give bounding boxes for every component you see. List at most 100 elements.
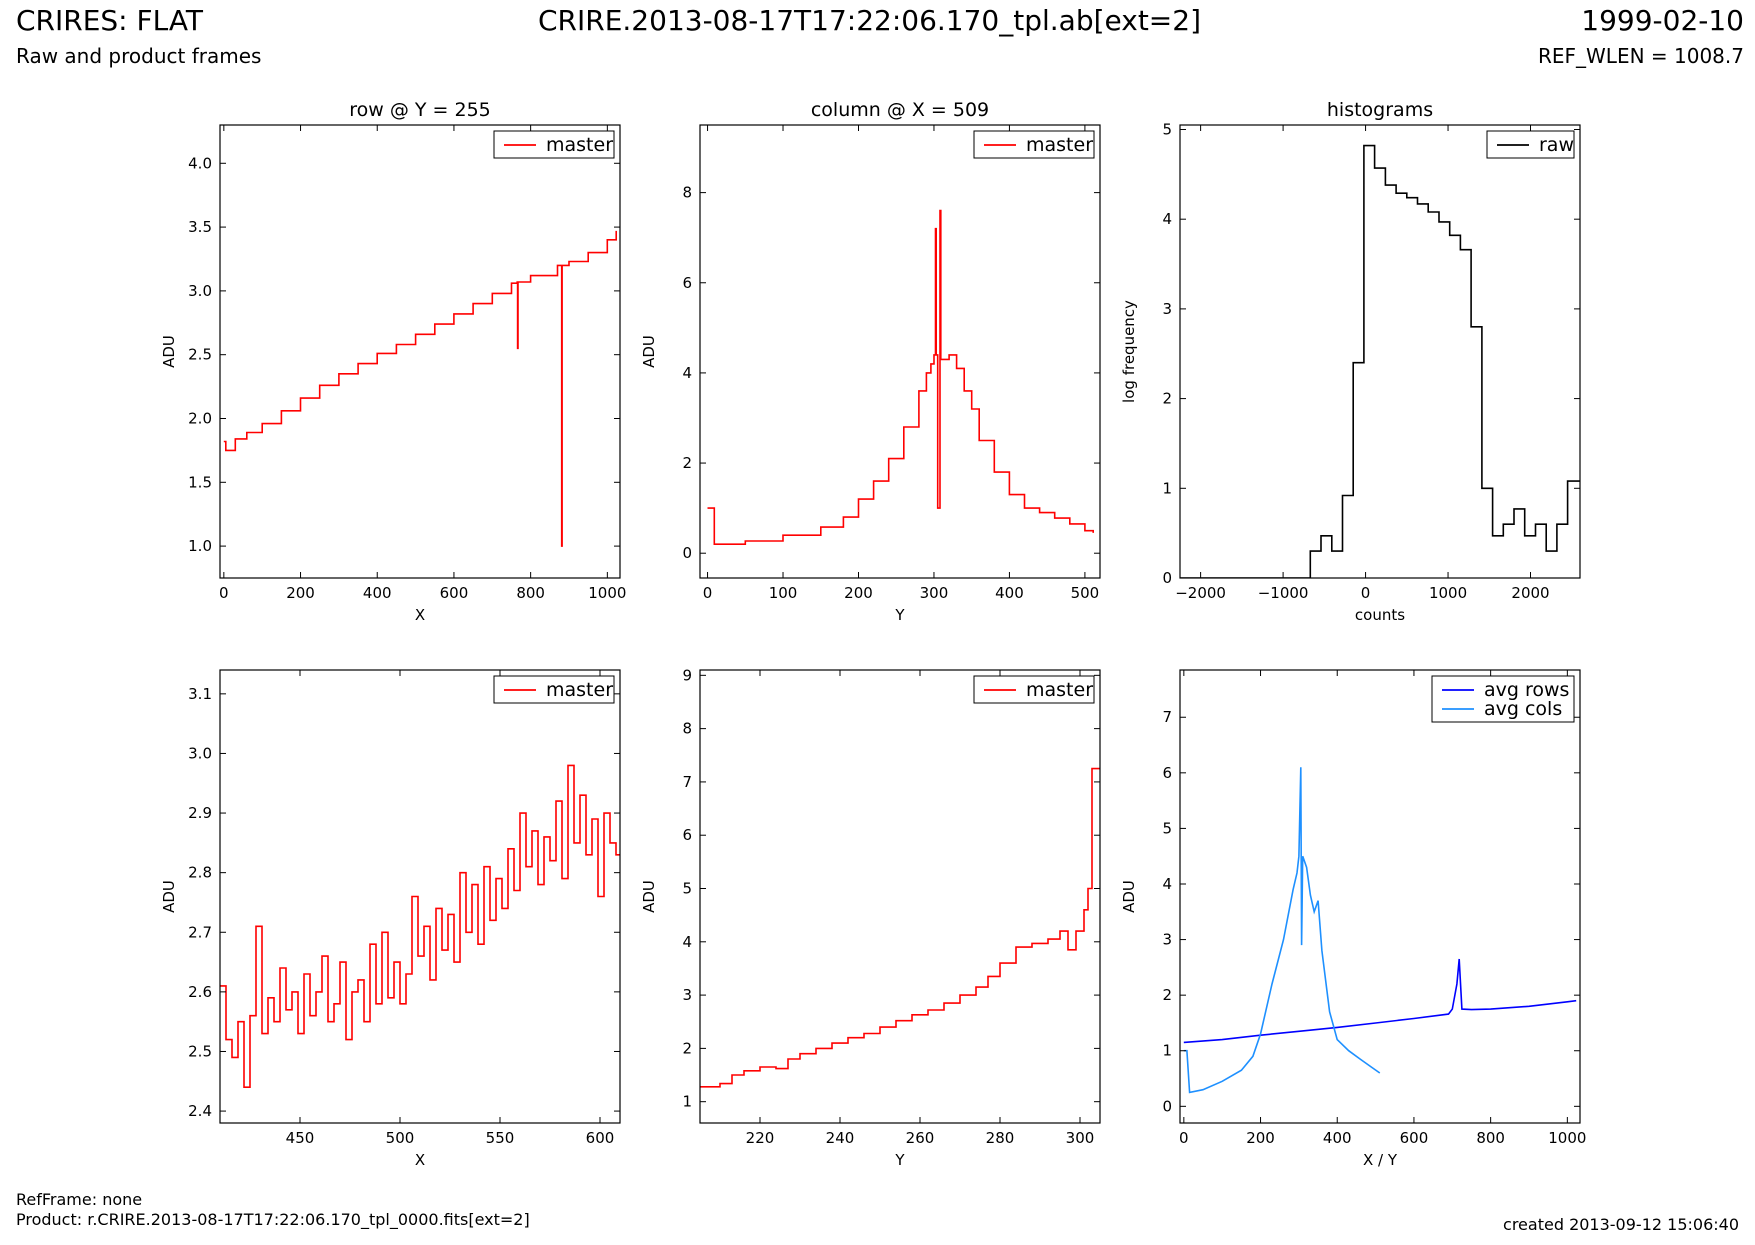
y-tick-label: 8 <box>682 720 692 738</box>
x-tick-label: 300 <box>920 584 949 602</box>
x-tick-label: 400 <box>995 584 1024 602</box>
x-tick-label: 600 <box>1400 1129 1429 1147</box>
x-tick-label: 0 <box>703 584 713 602</box>
y-tick-label: 1.0 <box>188 537 212 555</box>
legend-label: master <box>1026 134 1093 156</box>
legend-label: master <box>546 134 613 156</box>
x-tick-label: −2000 <box>1175 584 1226 602</box>
y-tick-label: 3 <box>682 986 692 1004</box>
series-line-master <box>707 209 1094 546</box>
report-title: CRIRES: FLAT <box>16 4 203 37</box>
report-subtitle: Raw and product frames <box>16 44 262 68</box>
y-tick-label: 6 <box>682 826 692 844</box>
series-line-raw <box>1180 144 1580 578</box>
x-tick-label: 200 <box>286 584 315 602</box>
x-tick-label: 1000 <box>588 584 626 602</box>
y-tick-label: 2.6 <box>188 983 212 1001</box>
x-tick-label: −1000 <box>1258 584 1309 602</box>
y-tick-label: 2.9 <box>188 804 212 822</box>
chart-panel-1: 0 200 400 600 800 1000 1.0 1.5 2.0 2.5 3.0 3.5 4.0 ro… <box>160 99 626 624</box>
y-tick-label: 6 <box>682 274 692 292</box>
plot-frame <box>1179 669 1581 1124</box>
legend-label: master <box>1026 679 1093 701</box>
x-tick-label: 400 <box>1323 1129 1352 1147</box>
series-line-master <box>700 767 1100 1088</box>
y-tick-label: 2.5 <box>188 1042 212 1060</box>
y-axis-label: ADU <box>640 880 658 913</box>
plot-frame <box>699 669 1101 1124</box>
plot-frame <box>219 669 621 1124</box>
x-axis-label: counts <box>1355 606 1405 624</box>
y-axis-label: ADU <box>160 335 178 368</box>
x-tick-label: 0 <box>219 584 229 602</box>
y-axis-label: ADU <box>1120 880 1138 913</box>
refframe-label: RefFrame: none <box>16 1190 143 1209</box>
y-tick-label: 5 <box>1162 819 1172 837</box>
y-tick-label: 0 <box>682 544 692 562</box>
x-tick-label: 800 <box>516 584 545 602</box>
y-tick-label: 5 <box>1162 120 1172 138</box>
y-tick-label: 4 <box>1162 210 1172 228</box>
y-tick-label: 4 <box>682 933 692 951</box>
y-tick-label: 2 <box>682 1039 692 1057</box>
chart-panel-6: 0 200 400 600 800 1000 0 1 2 3 4 5 6 7 X / Y ADU avg row… <box>1120 669 1586 1169</box>
chart-panel-2: 0 100 200 300 400 500 0 2 4 6 8 column @ X = 509 Y AD… <box>640 99 1101 624</box>
y-tick-label: 2 <box>1162 390 1172 408</box>
x-tick-label: 1000 <box>1429 584 1467 602</box>
y-tick-label: 6 <box>1162 764 1172 782</box>
observation-date: 1999-02-10 <box>1581 4 1744 37</box>
x-tick-label: 280 <box>986 1129 1015 1147</box>
y-tick-label: 0 <box>1162 569 1172 587</box>
y-tick-label: 7 <box>682 773 692 791</box>
y-tick-label: 2 <box>682 454 692 472</box>
plot-frame <box>699 124 1101 579</box>
x-tick-label: 260 <box>906 1129 935 1147</box>
y-tick-label: 2.8 <box>188 864 212 882</box>
legend-box <box>1431 675 1575 723</box>
chart-panel-3: −2000 −1000 0 1000 2000 0 1 2 3 4 5 histograms count… <box>1120 99 1581 624</box>
x-tick-label: 600 <box>440 584 469 602</box>
y-axis-label: ADU <box>160 880 178 913</box>
y-tick-label: 3.0 <box>188 282 212 300</box>
y-tick-label: 4 <box>682 364 692 382</box>
y-tick-label: 1 <box>1162 1042 1172 1060</box>
legend-label: raw <box>1539 134 1574 156</box>
x-axis-label: Y <box>894 606 905 624</box>
y-tick-label: 9 <box>682 666 692 684</box>
ref-wlen: REF_WLEN = 1008.7 <box>1537 44 1744 68</box>
x-tick-label: 300 <box>1066 1129 1095 1147</box>
created-label: created 2013-09-12 15:06:40 <box>1503 1215 1739 1234</box>
y-tick-label: 1.5 <box>188 473 212 491</box>
x-tick-label: 200 <box>844 584 873 602</box>
x-tick-label: 200 <box>1246 1129 1275 1147</box>
y-tick-label: 4.0 <box>188 154 212 172</box>
y-tick-label: 2.5 <box>188 346 212 364</box>
x-axis-label: X / Y <box>1363 1151 1398 1169</box>
legend-label: master <box>546 679 613 701</box>
x-tick-label: 1000 <box>1548 1129 1586 1147</box>
y-tick-label: 5 <box>682 880 692 898</box>
plot-frame <box>219 124 621 579</box>
y-tick-label: 3.1 <box>188 685 212 703</box>
x-tick-label: 550 <box>486 1129 515 1147</box>
series-line-master <box>223 230 618 547</box>
y-tick-label: 3.0 <box>188 744 212 762</box>
legend-box <box>493 130 615 159</box>
x-axis-label: Y <box>894 1151 905 1169</box>
y-tick-label: 3 <box>1162 300 1172 318</box>
legend-label: avg rows <box>1484 679 1569 701</box>
y-tick-label: 4 <box>1162 875 1172 893</box>
x-tick-label: 450 <box>286 1129 315 1147</box>
y-axis-label: ADU <box>640 335 658 368</box>
series-line-avg-cols <box>1183 767 1381 1094</box>
y-tick-label: 3.5 <box>188 218 212 236</box>
x-axis-label: X <box>415 1151 425 1169</box>
x-tick-label: 100 <box>769 584 798 602</box>
x-tick-label: 2000 <box>1511 584 1549 602</box>
y-tick-label: 2.7 <box>188 923 212 941</box>
x-tick-label: 0 <box>1179 1129 1189 1147</box>
legend-label: avg cols <box>1484 698 1562 720</box>
x-axis-label: X <box>415 606 425 624</box>
x-tick-label: 240 <box>826 1129 855 1147</box>
